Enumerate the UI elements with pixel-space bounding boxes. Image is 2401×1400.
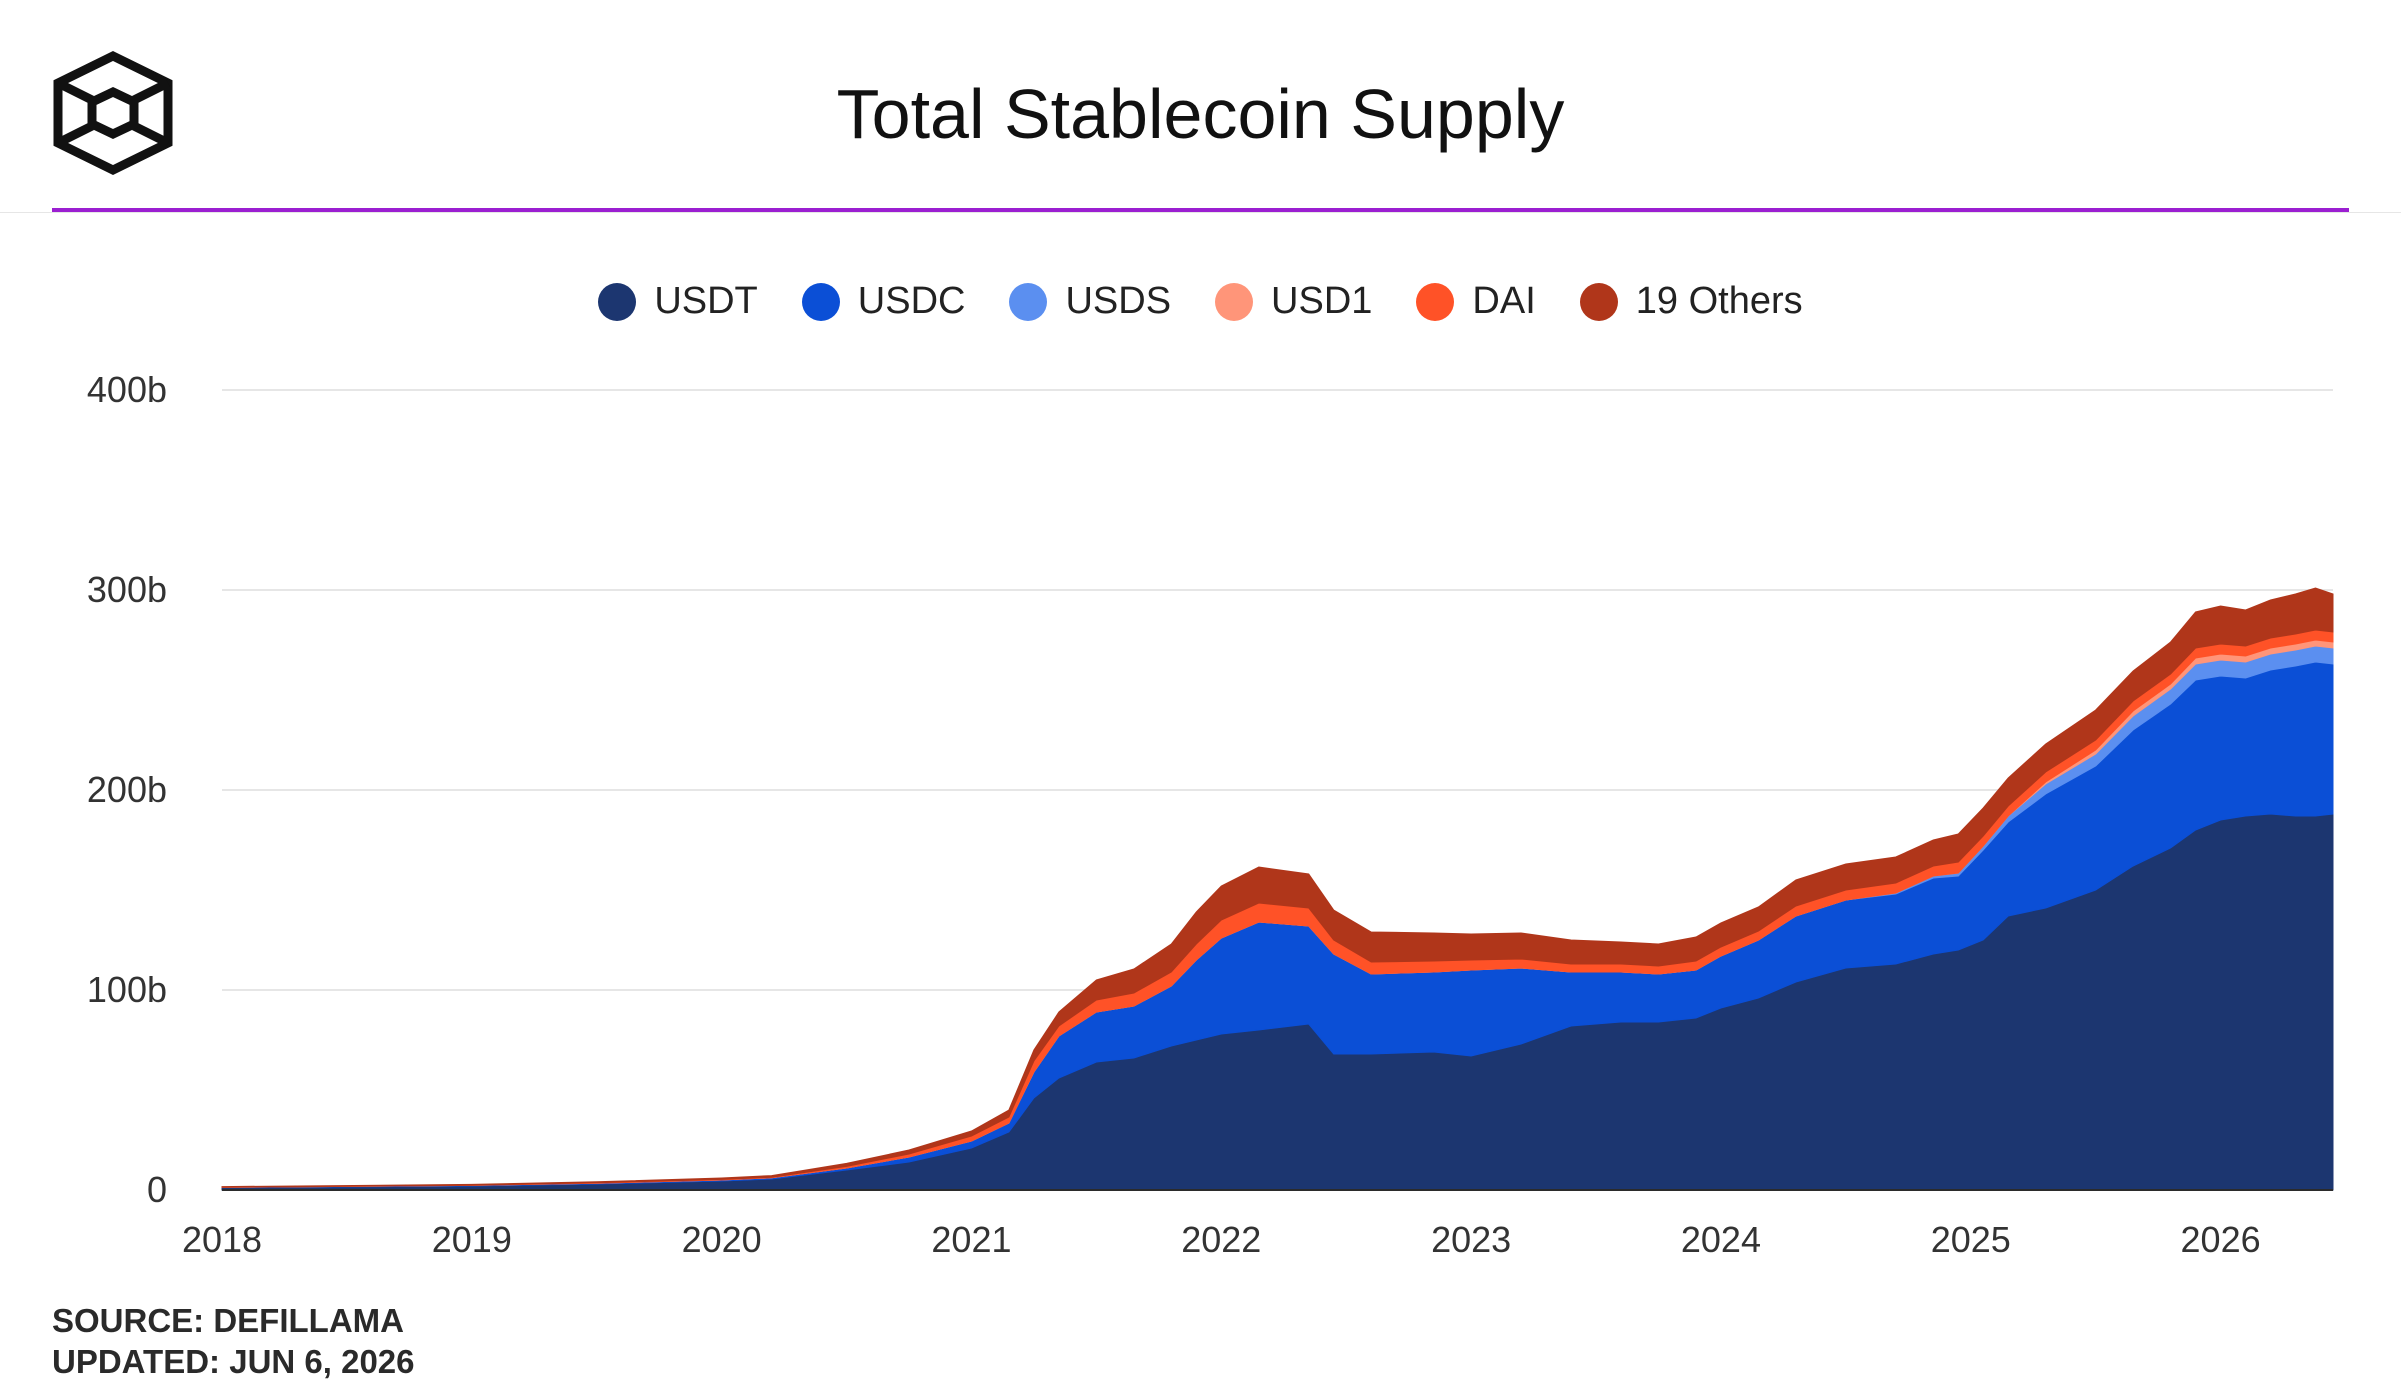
legend-swatch [801,282,840,321]
axes: 0 100b 200b 300b 400b 2018 2019 2020 2021 2022 202… [87,369,2333,1260]
y-tick-label: 100b [87,969,167,1010]
header-accent-line [52,208,2349,212]
x-tick-label: 2018 [182,1219,262,1260]
y-tick-label: 0 [147,1169,167,1210]
source-label: SOURCE: DEFILLAMA [52,1302,404,1339]
legend-label: DAI [1472,280,1536,322]
area-series-19-others [221,587,2334,1188]
x-tick-label: 2019 [432,1219,512,1260]
legend-label: 19 Others [1635,280,1803,322]
x-tick-label: 2026 [2181,1219,2261,1260]
legend-label: USDS [1065,280,1172,322]
y-tick-label: 300b [87,569,167,610]
x-tick-label: 2023 [1431,1219,1511,1260]
y-tick-label: 400b [87,369,167,410]
y-tick-label: 200b [87,769,167,810]
legend-item: USDS [1009,280,1171,323]
legend-item: USDT [598,280,758,323]
legend-item: 19 Others [1579,280,1803,323]
header-divider [0,212,2401,213]
legend-label: USD1 [1271,280,1373,322]
legend-item: USD1 [1215,280,1372,323]
updated-label: UPDATED: JUN 6, 2026 [52,1343,415,1380]
legend-item: DAI [1416,280,1536,323]
legend-swatch [598,282,637,321]
x-tick-label: 2021 [931,1219,1011,1260]
x-tick-label: 2025 [1931,1219,2011,1260]
chart-footer: SOURCE: DEFILLAMA UPDATED: JUN 6, 2026 [52,1300,415,1382]
legend-swatch [1579,282,1618,321]
x-tick-label: 2020 [682,1219,762,1260]
legend-swatch [1215,282,1254,321]
series-areas [221,587,2334,1191]
legend-swatch [1009,282,1048,321]
legend-label: USDC [857,280,966,322]
legend-swatch [1416,282,1455,321]
chart-legend: USDT USDC USDS USD1 DAI 19 Others [0,280,2401,323]
legend-item: USDC [801,280,966,323]
x-tick-label: 2024 [1681,1219,1761,1260]
x-tick-label: 2022 [1181,1219,1261,1260]
cube-logo-icon [53,50,173,176]
chart-title: Total Stablecoin Supply [836,75,1565,153]
legend-label: USDT [654,280,758,322]
